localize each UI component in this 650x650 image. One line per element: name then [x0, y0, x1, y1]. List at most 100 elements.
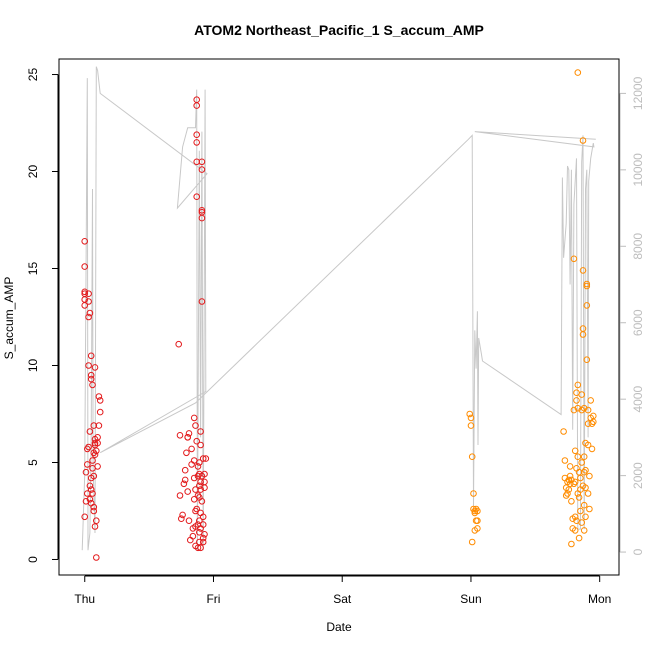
data-point-orange	[584, 406, 592, 414]
data-point-red	[193, 193, 200, 200]
data-point-red	[91, 451, 99, 459]
data-point-red	[90, 472, 98, 480]
y2-tick-label: 8000	[631, 233, 645, 260]
data-point-red	[96, 408, 104, 416]
data-point-red	[90, 503, 98, 511]
y-axis-left: 0 5 10 15 20 25	[26, 68, 59, 563]
data-point-red	[81, 288, 88, 296]
data-point-red	[81, 513, 88, 521]
y-axis-right: 0 2000 4000 6000 8000 10000 12000	[619, 76, 645, 555]
data-point-red	[85, 298, 92, 305]
data-point-red	[87, 486, 95, 493]
data-point-orange	[568, 540, 575, 548]
y2-tick-label: 2000	[631, 462, 645, 489]
data-point-orange	[582, 466, 589, 474]
data-point-orange	[577, 507, 584, 515]
x-tick-label: Mon	[588, 592, 611, 606]
data-point-orange	[588, 445, 596, 453]
data-point-red	[192, 422, 199, 429]
data-point-red	[181, 476, 189, 484]
data-point-red	[86, 428, 94, 435]
data-point-red	[202, 455, 210, 462]
data-point-red	[175, 340, 182, 348]
y2-tick-label: 4000	[631, 386, 645, 413]
data-point-orange	[474, 525, 481, 532]
secondary-series-line	[81, 66, 596, 551]
data-point-red	[81, 302, 88, 309]
data-point-orange	[583, 282, 591, 290]
data-point-orange	[571, 447, 579, 455]
data-point-red	[190, 414, 198, 422]
data-point-red	[194, 463, 202, 470]
data-point-orange	[566, 463, 574, 470]
data-point-orange	[468, 538, 476, 546]
data-point-red	[91, 439, 99, 447]
data-point-orange	[587, 397, 595, 404]
data-point-red	[199, 455, 207, 462]
data-point-orange	[565, 476, 573, 484]
data-point-red	[94, 434, 101, 441]
data-point-red	[197, 486, 204, 493]
y2-tick-label: 10000	[631, 153, 645, 187]
data-point-red	[194, 492, 202, 499]
data-point-red	[199, 521, 207, 528]
data-point-orange	[578, 519, 586, 526]
data-point-red	[196, 459, 203, 466]
data-point-orange	[571, 513, 579, 521]
y2-tick-label: 12000	[631, 76, 645, 110]
x-axis: Thu Fri Sat Sun Mon	[74, 575, 611, 606]
data-point-red	[81, 238, 88, 245]
data-point-red	[180, 480, 188, 488]
data-point-red	[93, 554, 100, 561]
x-tick-label: Sat	[333, 592, 352, 606]
data-point-red	[201, 478, 208, 486]
data-point-orange	[580, 453, 588, 461]
data-point-orange	[582, 513, 589, 521]
data-point-red	[196, 517, 203, 525]
data-point-red	[86, 496, 94, 503]
data-point-red	[190, 474, 198, 482]
data-point-orange	[582, 484, 589, 492]
y-tick-label: 5	[26, 459, 40, 466]
x-tick-label: Fri	[206, 592, 220, 606]
data-point-orange	[470, 490, 477, 497]
data-point-red	[90, 507, 98, 515]
data-point-orange	[575, 494, 583, 501]
data-point-orange	[467, 414, 475, 422]
data-point-orange	[573, 397, 580, 404]
data-point-red	[198, 298, 206, 305]
data-point-orange	[570, 255, 578, 263]
data-point-red	[188, 445, 195, 453]
data-point-red	[181, 466, 189, 474]
data-point-red	[185, 430, 193, 437]
data-point-red	[184, 434, 191, 441]
data-point-orange	[580, 501, 588, 509]
data-point-red	[198, 207, 206, 214]
data-point-red	[87, 371, 95, 379]
y-tick-label: 10	[26, 359, 40, 373]
data-point-orange	[564, 490, 571, 497]
x-tick-label: Sun	[460, 592, 481, 606]
data-point-red	[179, 511, 186, 519]
data-point-orange	[560, 428, 567, 435]
data-point-orange	[583, 280, 591, 288]
data-point-red	[89, 490, 96, 497]
data-point-red	[176, 432, 184, 439]
data-point-orange	[574, 381, 582, 389]
data-point-red	[95, 393, 103, 400]
data-point-red	[85, 362, 92, 369]
data-point-red	[199, 534, 207, 542]
data-point-orange	[474, 517, 481, 525]
data-point-red	[201, 470, 208, 478]
data-point-red	[197, 428, 204, 435]
data-point-orange	[571, 478, 579, 486]
data-point-red	[193, 139, 200, 146]
data-point-red	[82, 468, 90, 476]
data-point-red	[84, 461, 91, 468]
data-point-orange	[474, 507, 481, 515]
data-point-orange	[588, 420, 596, 428]
data-point-red	[85, 313, 92, 321]
data-point-red	[197, 441, 204, 449]
